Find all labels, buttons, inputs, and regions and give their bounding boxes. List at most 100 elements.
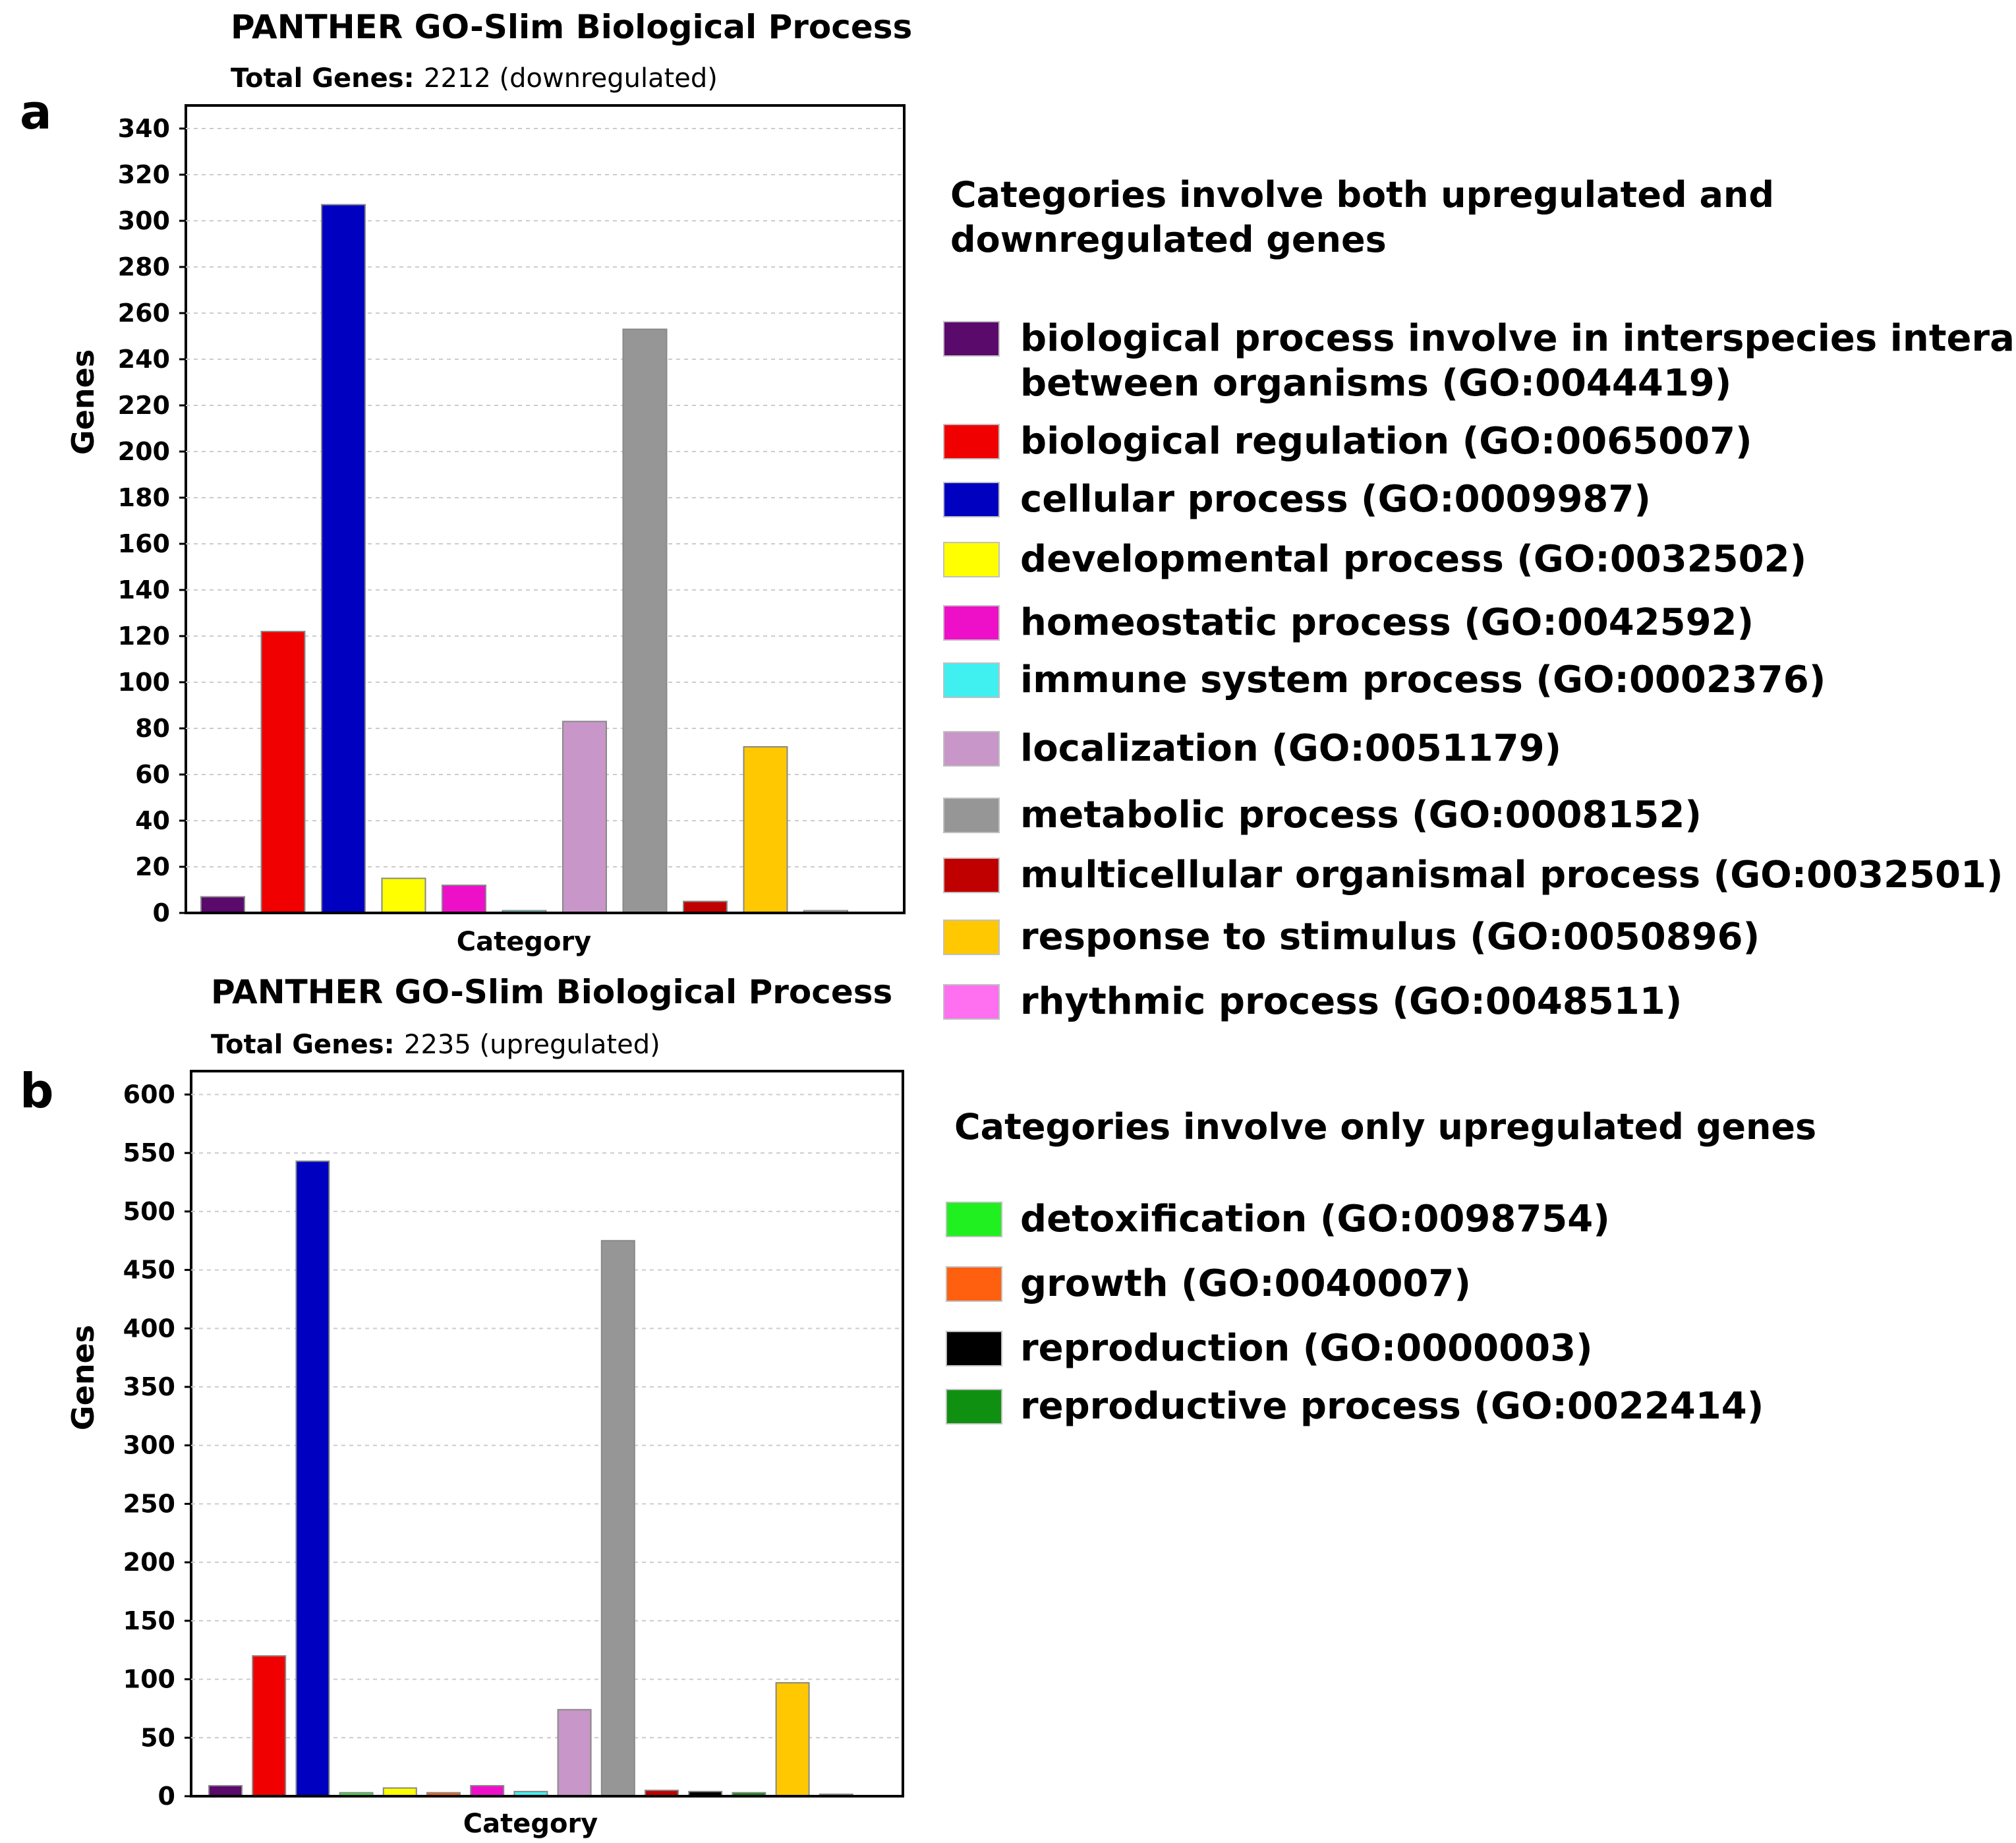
legend-label: reproduction (GO:0000003)	[1020, 1327, 1593, 1370]
panel-b: b PANTHER GO-Slim Biological Process Tot…	[20, 973, 904, 1839]
y-tick-label: 100	[118, 668, 170, 697]
y-tick-label: 0	[153, 898, 170, 927]
chart-b-subtitle: Total Genes: 2235 (upregulated)	[211, 1030, 660, 1060]
legend-swatch	[943, 482, 1000, 517]
legend-up-item-1: detoxification (GO:0098754)	[946, 1198, 1610, 1241]
legend-label: reproductive process (GO:0022414)	[1020, 1385, 1764, 1428]
y-tick-label: 300	[118, 206, 170, 235]
legend-swatch	[943, 984, 1000, 1020]
y-tick-label: 60	[135, 760, 170, 789]
bar-1	[200, 896, 245, 914]
y-tick-label: 200	[118, 437, 170, 466]
legend-label: cellular process (GO:0009987)	[1020, 478, 1651, 521]
bar-7	[470, 1785, 505, 1797]
bar-5	[442, 885, 486, 914]
bar-9	[683, 900, 728, 914]
y-tick-label: 40	[135, 806, 170, 835]
legend-swatch	[943, 542, 1000, 577]
chart-b-title: PANTHER GO-Slim Biological Process	[211, 973, 892, 1011]
legend-label: rhythmic process (GO:0048511)	[1020, 980, 1682, 1023]
bar-2	[252, 1655, 287, 1797]
legend-up-items: detoxification (GO:0098754) growth (GO:00…	[946, 1198, 1764, 1428]
legend-shared-item-5: homeostatic process (GO:0042592)	[943, 601, 1754, 644]
legend-shared-item-7: localization (GO:0051179)	[943, 727, 1561, 770]
y-tick-label: 240	[118, 345, 170, 374]
legend-shared-item-11: rhythmic process (GO:0048511)	[943, 980, 1682, 1023]
y-tick-label: 550	[123, 1138, 175, 1167]
bar-8	[622, 328, 668, 914]
panel-letter-a: a	[20, 84, 52, 140]
legend-shared-item-4: developmental process (GO:0032502)	[943, 538, 1806, 581]
bar-1	[208, 1785, 243, 1797]
chart-a-plot: 0 20 40 60 80 100 120 140 160 180 200 220 240 260 280 3…	[118, 104, 906, 927]
legend-label: biological process involve in interspeci…	[1020, 317, 2016, 360]
legend-shared-item-10: response to stimulus (GO:0050896)	[943, 916, 1760, 958]
legend-up-heading: Categories involve only upregulated gene…	[954, 1106, 1816, 1148]
chart-a-xlabel: Category	[457, 927, 592, 957]
bar-7	[562, 720, 607, 914]
legend-swatch	[943, 798, 1000, 833]
legend-swatch	[946, 1266, 1002, 1302]
legend-swatch	[943, 662, 1000, 698]
legend-up-item-4: reproductive process (GO:0022414)	[946, 1385, 1764, 1428]
legend-up-item-3: reproduction (GO:0000003)	[946, 1327, 1593, 1370]
legend-up-item-2: growth (GO:0040007)	[946, 1262, 1471, 1305]
legend-label: multicellular organismal process (GO:003…	[1020, 854, 2003, 896]
legend-swatch	[943, 731, 1000, 767]
chart-a-title: PANTHER GO-Slim Biological Process	[231, 8, 912, 46]
chart-a-subtitle: Total Genes: 2212 (downregulated)	[231, 63, 718, 94]
y-tick-label: 160	[118, 529, 170, 558]
y-tick-label: 320	[118, 160, 170, 189]
y-tick-label: 150	[123, 1606, 175, 1635]
legend-swatch	[946, 1202, 1002, 1237]
legend-label: homeostatic process (GO:0042592)	[1020, 601, 1754, 644]
legend: Categories involve both upregulated and …	[943, 174, 2016, 1428]
legend-label: growth (GO:0040007)	[1020, 1262, 1471, 1305]
chart-b-xlabel: Category	[463, 1809, 598, 1839]
y-tick-label: 140	[118, 575, 170, 604]
legend-label: localization (GO:0051179)	[1020, 727, 1561, 770]
y-tick-label: 250	[123, 1489, 175, 1518]
bar-9	[557, 1709, 592, 1798]
y-tick-label: 180	[118, 483, 170, 512]
legend-shared-item-8: metabolic process (GO:0008152)	[943, 794, 1702, 836]
legend-shared-item-9: multicellular organismal process (GO:003…	[943, 854, 2003, 896]
chart-b-subtitle-label: Total Genes:	[211, 1030, 395, 1060]
bar-10	[600, 1240, 635, 1797]
y-tick-label: 600	[123, 1080, 175, 1109]
chart-a-subtitle-label: Total Genes:	[231, 63, 415, 94]
panel-letter-b: b	[20, 1063, 54, 1119]
legend-label: response to stimulus (GO:0050896)	[1020, 916, 1760, 958]
y-tick-label: 50	[140, 1723, 175, 1752]
y-tick-label: 100	[123, 1665, 175, 1694]
y-tick-label: 400	[123, 1314, 175, 1343]
legend-shared-items: biological process involve in interspeci…	[943, 317, 2016, 1023]
legend-label: biological regulation (GO:0065007)	[1020, 420, 1752, 463]
y-tick-label: 350	[123, 1372, 175, 1401]
legend-swatch	[943, 920, 1000, 955]
chart-b-ylabel: Genes	[65, 1325, 101, 1430]
legend-shared-item-6: immune system process (GO:0002376)	[943, 658, 1826, 701]
legend-shared-heading-line1: Categories involve both upregulated and	[950, 174, 1774, 216]
legend-swatch	[943, 321, 1000, 357]
legend-label: between organisms (GO:0044419)	[1020, 362, 1731, 405]
y-tick-label: 340	[118, 114, 170, 143]
panel-a: a PANTHER GO-Slim Biological Process Tot…	[20, 8, 912, 957]
legend-label: developmental process (GO:0032502)	[1020, 538, 1806, 581]
legend-swatch	[946, 1389, 1002, 1424]
chart-a-ylabel: Genes	[65, 349, 101, 455]
bar-14	[775, 1682, 810, 1798]
y-tick-label: 300	[123, 1431, 175, 1460]
legend-shared-item-2: biological regulation (GO:0065007)	[943, 420, 1752, 463]
chart-b-subtitle-value: 2235 (upregulated)	[404, 1030, 660, 1060]
bar-3	[321, 204, 366, 914]
bar-2	[260, 631, 306, 914]
legend-label: detoxification (GO:0098754)	[1020, 1198, 1610, 1241]
bar-10	[743, 746, 788, 914]
y-tick-label: 280	[118, 252, 170, 281]
legend-swatch	[943, 858, 1000, 893]
legend-shared-item-3: cellular process (GO:0009987)	[943, 478, 1651, 521]
y-tick-label: 200	[123, 1548, 175, 1577]
legend-shared-item-1: biological process involve in interspeci…	[943, 317, 2016, 405]
